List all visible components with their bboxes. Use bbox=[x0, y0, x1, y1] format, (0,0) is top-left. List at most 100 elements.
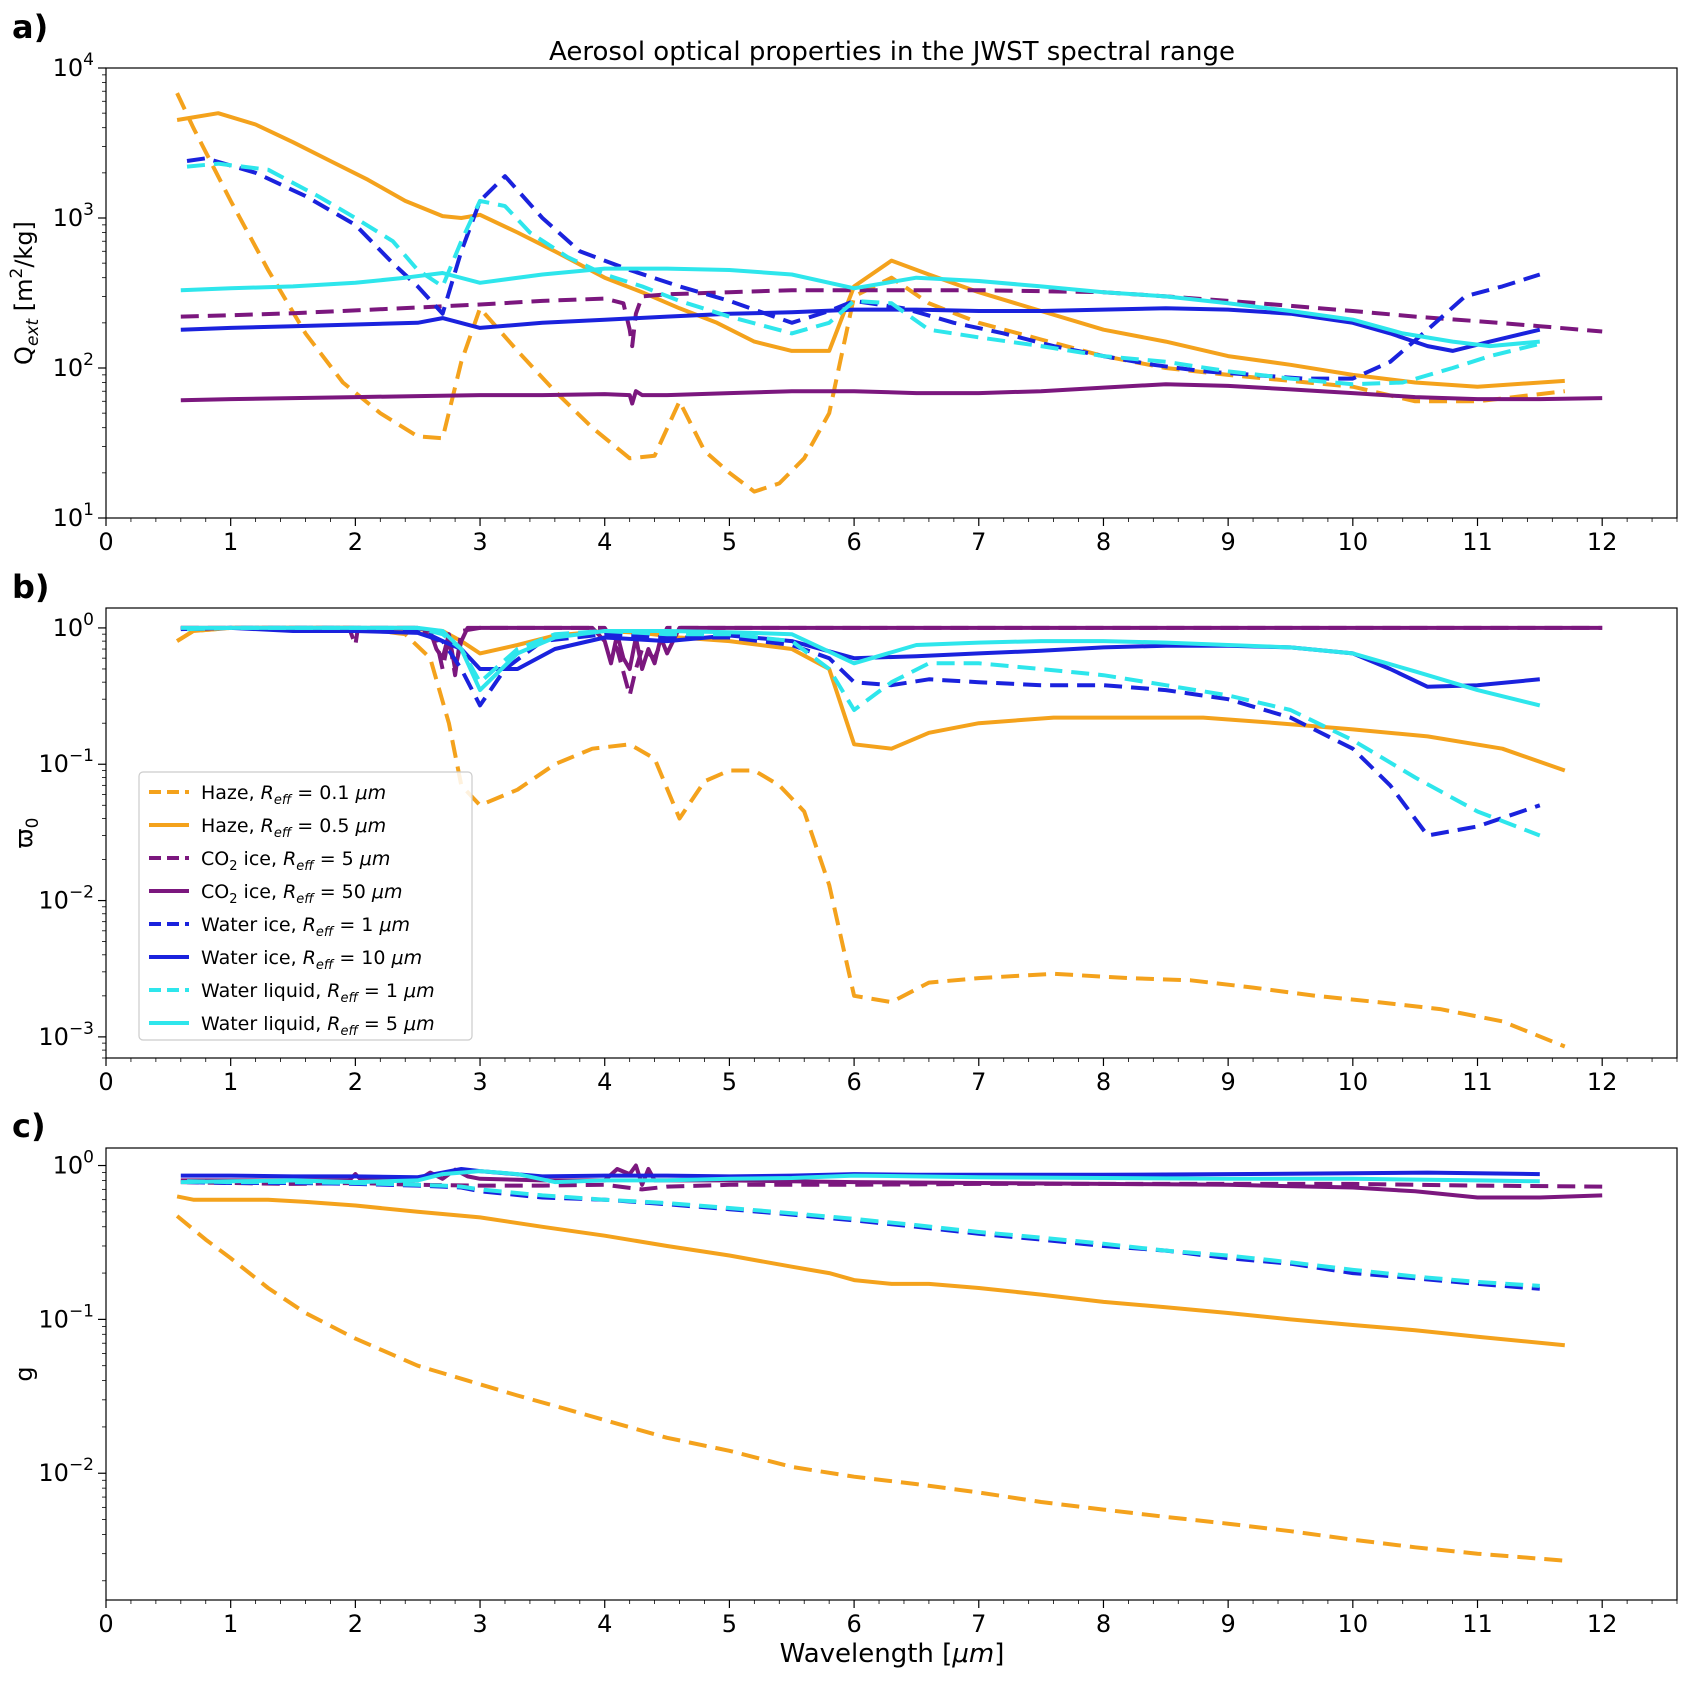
x-tick-label: 1 bbox=[223, 1610, 238, 1638]
y-tick-label: 10−2 bbox=[38, 883, 94, 915]
series-line-wliq5 bbox=[180, 625, 1541, 708]
x-tick-label: 12 bbox=[1587, 1610, 1618, 1638]
legend-item-haze01: Haze, Reff = 0.1 μm bbox=[149, 782, 386, 808]
x-tick-label: 10 bbox=[1338, 1610, 1369, 1638]
series-line-haze05 bbox=[176, 111, 1565, 389]
series-group bbox=[175, 92, 1603, 494]
series-line-haze05 bbox=[176, 1194, 1565, 1348]
x-tick-label: 3 bbox=[472, 1610, 487, 1638]
series-line-wliq5 bbox=[180, 1169, 1540, 1185]
legend-item-wice1: Water ice, Reff = 1 μm bbox=[149, 914, 410, 940]
panel-label: c) bbox=[12, 1107, 46, 1145]
x-tick-label: 5 bbox=[722, 1068, 737, 1096]
legend-label: Haze, Reff = 0.1 μm bbox=[201, 782, 386, 808]
x-tick-label: 11 bbox=[1462, 1068, 1493, 1096]
x-tick-label: 12 bbox=[1587, 1068, 1618, 1096]
x-tick-label: 2 bbox=[348, 1610, 363, 1638]
panel-label: a) bbox=[12, 8, 48, 46]
x-tick-label: 6 bbox=[846, 528, 861, 556]
legend-label: Water ice, Reff = 10 μm bbox=[201, 947, 422, 973]
series-line-co2_5 bbox=[180, 288, 1603, 349]
x-tick-label: 8 bbox=[1096, 528, 1111, 556]
series-line-haze01 bbox=[175, 1214, 1565, 1563]
legend-label: Water ice, Reff = 1 μm bbox=[201, 914, 410, 940]
y-axis-label: g bbox=[10, 1366, 38, 1381]
legend: Haze, Reff = 0.1 μm Haze, Reff = 0.5 μm CO… bbox=[138, 771, 473, 1041]
x-tick-label: 9 bbox=[1221, 1610, 1236, 1638]
x-tick-label: 6 bbox=[846, 1068, 861, 1096]
x-tick-label: 7 bbox=[971, 1610, 986, 1638]
series-group bbox=[176, 625, 1603, 1049]
y-axis-label: Qext [m2/kg] bbox=[7, 221, 43, 365]
y-tick-label: 10−1 bbox=[38, 1301, 94, 1333]
x-tick-label: 1 bbox=[223, 1068, 238, 1096]
legend-item-co2_5: CO2 ice, Reff = 5 μm bbox=[149, 848, 390, 874]
panel-label: b) bbox=[12, 568, 50, 606]
series-line-wliq1 bbox=[186, 1179, 1540, 1288]
legend-label: CO2 ice, Reff = 5 μm bbox=[201, 848, 390, 874]
legend-label: Haze, Reff = 0.5 μm bbox=[201, 815, 386, 841]
y-tick-label: 100 bbox=[53, 1148, 94, 1180]
x-tick-label: 5 bbox=[722, 1610, 737, 1638]
series-line-wice1 bbox=[186, 1180, 1540, 1291]
series-line-co2_50 bbox=[180, 382, 1603, 406]
x-tick-label: 0 bbox=[98, 1068, 113, 1096]
legend-label: CO2 ice, Reff = 50 μm bbox=[201, 881, 402, 907]
legend-item-wliq1: Water liquid, Reff = 1 μm bbox=[149, 980, 435, 1006]
y-tick-label: 10−1 bbox=[38, 746, 94, 778]
legend-item-co2_50: CO2 ice, Reff = 50 μm bbox=[149, 881, 402, 907]
series-line-wice10 bbox=[180, 306, 1541, 353]
x-tick-label: 6 bbox=[846, 1610, 861, 1638]
x-tick-label: 2 bbox=[348, 1068, 363, 1096]
x-tick-label: 9 bbox=[1221, 528, 1236, 556]
series-line-wliq5 bbox=[180, 266, 1540, 349]
series-line-wice1 bbox=[186, 156, 1541, 381]
x-tick-label: 9 bbox=[1221, 1068, 1236, 1096]
series-group bbox=[175, 1163, 1603, 1563]
x-axis-label: Wavelength [μm] bbox=[780, 1639, 1005, 1669]
x-tick-label: 11 bbox=[1462, 1610, 1493, 1638]
x-tick-label: 10 bbox=[1338, 528, 1369, 556]
x-tick-label: 11 bbox=[1462, 528, 1493, 556]
x-tick-label: 7 bbox=[971, 1068, 986, 1096]
y-tick-label: 104 bbox=[53, 50, 94, 82]
x-tick-label: 4 bbox=[597, 1610, 612, 1638]
x-tick-label: 4 bbox=[597, 1068, 612, 1096]
series-line-haze01 bbox=[176, 625, 1566, 1049]
x-tick-label: 1 bbox=[223, 528, 238, 556]
y-tick-label: 100 bbox=[53, 610, 94, 642]
plot-frame bbox=[105, 1147, 1678, 1601]
x-tick-label: 7 bbox=[971, 528, 986, 556]
legend-item-wice10: Water ice, Reff = 10 μm bbox=[149, 947, 422, 973]
y-tick-label: 102 bbox=[53, 350, 94, 382]
series-line-wliq1 bbox=[186, 161, 1541, 387]
plot-frame bbox=[105, 607, 1678, 1059]
series-line-wice10 bbox=[180, 625, 1540, 689]
legend-label: Water liquid, Reff = 1 μm bbox=[201, 980, 435, 1006]
y-tick-label: 10−2 bbox=[38, 1455, 94, 1487]
series-line-wice10 bbox=[180, 1167, 1540, 1180]
x-tick-label: 4 bbox=[597, 528, 612, 556]
x-tick-label: 10 bbox=[1338, 1068, 1369, 1096]
x-tick-label: 0 bbox=[98, 1610, 113, 1638]
x-tick-label: 8 bbox=[1096, 1610, 1111, 1638]
legend-box bbox=[138, 771, 473, 1041]
x-tick-label: 0 bbox=[98, 528, 113, 556]
x-tick-label: 8 bbox=[1096, 1068, 1111, 1096]
x-tick-label: 3 bbox=[472, 1068, 487, 1096]
x-tick-label: 3 bbox=[472, 528, 487, 556]
y-axis-label: ϖ0 bbox=[10, 818, 43, 849]
x-tick-label: 5 bbox=[722, 528, 737, 556]
y-tick-label: 103 bbox=[53, 200, 94, 232]
legend-label: Water liquid, Reff = 5 μm bbox=[201, 1013, 435, 1039]
plot-frame bbox=[105, 67, 1678, 519]
y-tick-label: 10−3 bbox=[38, 1019, 94, 1051]
legend-item-haze05: Haze, Reff = 0.5 μm bbox=[149, 815, 386, 841]
x-tick-label: 2 bbox=[348, 528, 363, 556]
legend-item-wliq5: Water liquid, Reff = 5 μm bbox=[149, 1013, 435, 1039]
y-tick-label: 101 bbox=[53, 500, 94, 532]
